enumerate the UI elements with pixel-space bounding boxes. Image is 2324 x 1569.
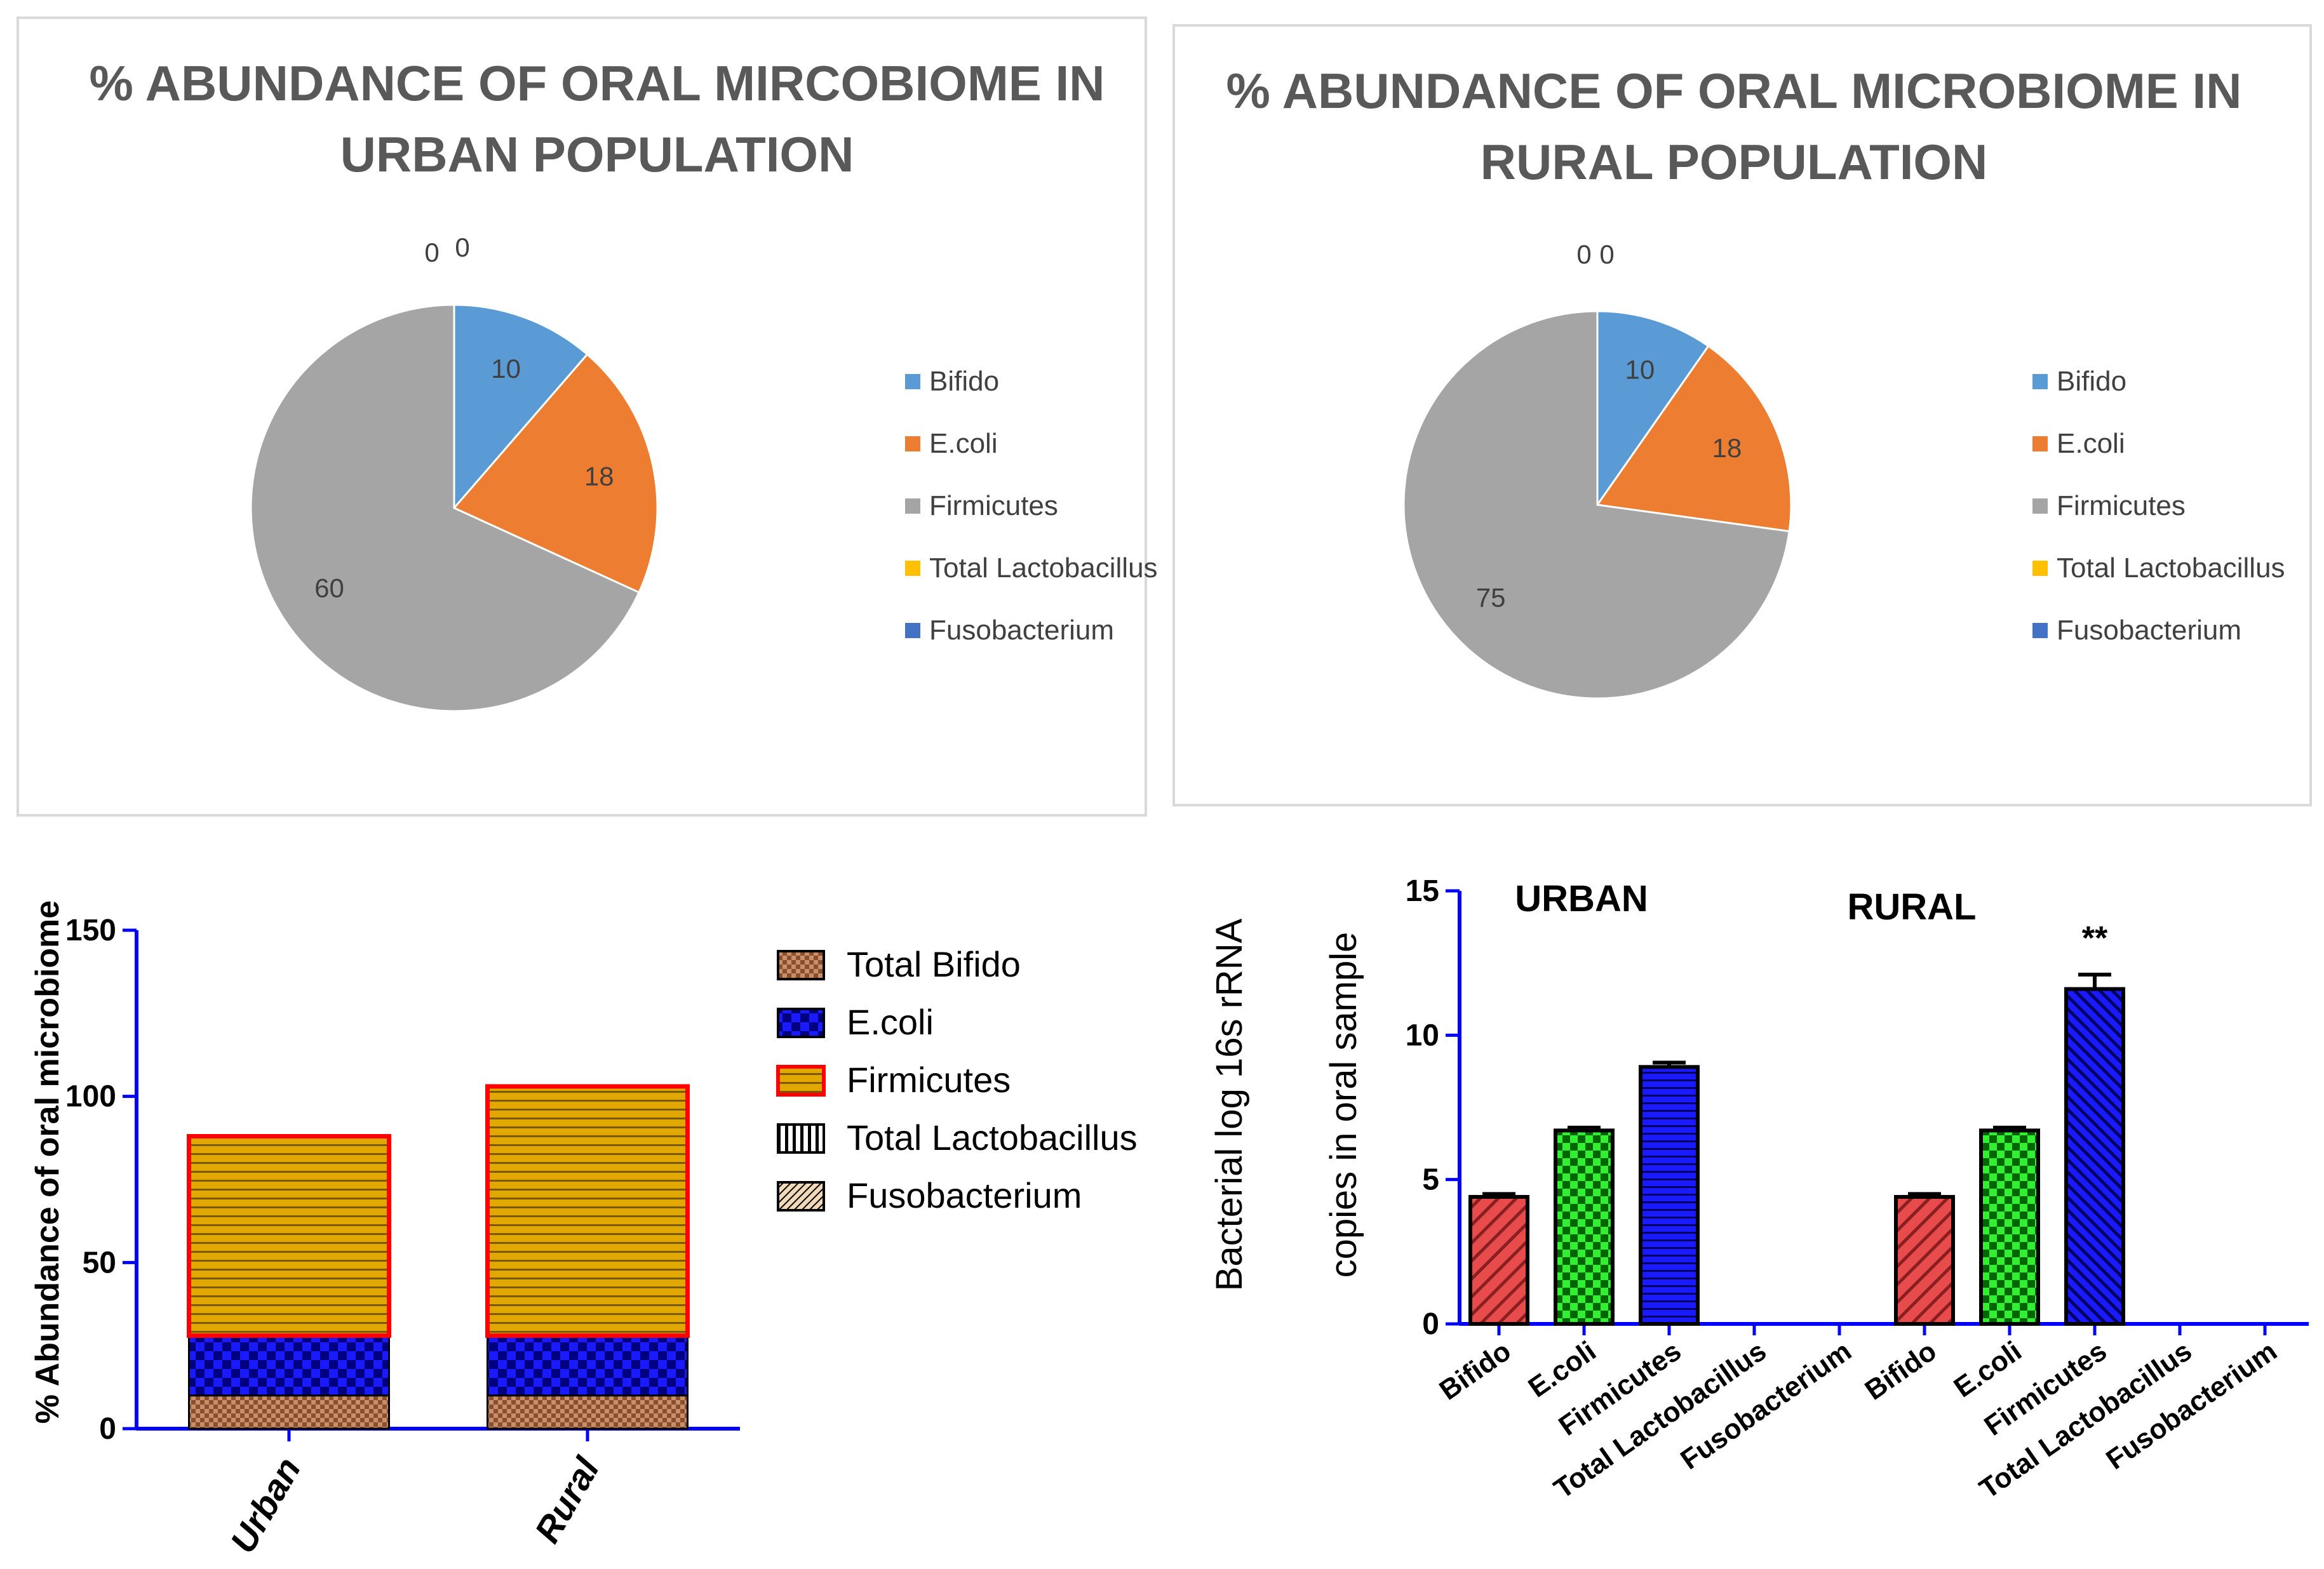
stacked-bar-segment-urban-total-bifido	[188, 1394, 390, 1430]
legend-label-firmicutes: Firmicutes	[2057, 490, 2186, 521]
stacked-bar-y-tick-label: 50	[83, 1246, 116, 1279]
qpcr-bar-panel: Bacterial log 16s rRNA copies in oral sa…	[1209, 874, 2309, 1505]
stacked-bar-panel: % Abundance of oral microbiome 0 50 100 150…	[29, 900, 1138, 1559]
pie-value-label: 18	[1712, 433, 1742, 463]
pie-slice-bifido	[453, 304, 589, 511]
qpcr-ylabel-line1: Bacterial log 16s rRNA	[1209, 918, 1250, 1291]
urban-pie-title-line1: % ABUNDANCE OF ORAL MIRCOBIOME IN	[90, 55, 1105, 111]
stacked-bar-segment-rural-e-coli	[487, 1334, 688, 1397]
stacked-bar-segment-urban-e-coli	[188, 1334, 390, 1397]
stacked-legend-swatch-fusobacterium	[777, 1181, 825, 1212]
legend-swatch-total-lactobacillus	[905, 561, 920, 576]
qpcr-ylabel-line2: copies in oral sample	[1323, 932, 1364, 1278]
pie-slice-firmicutes	[1402, 310, 1790, 700]
pie-value-label-zero: 0	[424, 237, 439, 267]
legend-label-bifido: Bifido	[2057, 366, 2126, 397]
stacked-legend-label-firmicutes: Firmicutes	[847, 1060, 1011, 1100]
stacked-bar-segment-rural-firmicutes	[485, 1084, 690, 1338]
qpcr-bar-e-coli-rural	[1979, 1128, 2040, 1326]
legend-swatch-bifido	[905, 374, 920, 389]
rural-pie-title-line1: % ABUNDANCE OF ORAL MICROBIOME IN	[1226, 63, 2242, 119]
legend-swatch-e-coli	[905, 436, 920, 451]
stacked-bar-x-label-rural: Rural	[527, 1450, 607, 1549]
stacked-legend-label-fusobacterium: Fusobacterium	[847, 1175, 1082, 1215]
qpcr-y-tick-label: 5	[1422, 1163, 1439, 1197]
urban-pie-panel: % ABUNDANCE OF ORAL MIRCOBIOME IN URBAN …	[90, 55, 1158, 712]
qpcr-y-tick-label: 10	[1406, 1018, 1439, 1052]
qpcr-y-tick-label: 0	[1422, 1307, 1439, 1341]
legend-label-e-coli: E.coli	[929, 428, 998, 459]
pie-value-label: 10	[1625, 355, 1655, 385]
legend-swatch-fusobacterium	[905, 623, 920, 638]
legend-swatch-bifido	[2032, 374, 2048, 389]
pie-slice-bifido	[1596, 310, 1710, 508]
qpcr-x-label-bifido: Bifido	[1434, 1335, 1517, 1406]
urban-pie-value-labels: 10 18 60 0 0	[314, 232, 614, 603]
pie-value-label: 60	[314, 573, 344, 603]
qpcr-bar-bifido-urban	[1468, 1194, 1529, 1326]
legend-swatch-e-coli	[2032, 436, 2048, 451]
pie-value-label: 18	[584, 461, 614, 491]
urban-pie-title-line2: URBAN POPULATION	[340, 126, 854, 182]
stacked-bar-y-tick-label: 150	[65, 914, 116, 947]
pie-value-label: 10	[491, 354, 521, 384]
qpcr-bars	[1468, 972, 2125, 1326]
urban-pie-legend: Bifido E.coli Firmicutes Total Lactobacillu…	[905, 366, 1158, 646]
pie-value-label-zero: 0	[1599, 239, 1614, 269]
stacked-bar-legend: Total Bifido E.coli Firmicutes Total Lactob…	[776, 944, 1138, 1215]
qpcr-significance-annotation: **	[2082, 920, 2108, 957]
stacked-legend-label-total-lactobacillus: Total Lactobacillus	[847, 1118, 1138, 1158]
qpcr-group-label-rural: RURAL	[1848, 886, 1977, 928]
rural-pie-slices	[1402, 310, 1792, 700]
pie-slice-e-coli	[1595, 344, 1792, 533]
qpcr-bar-e-coli-urban	[1554, 1128, 1615, 1326]
legend-swatch-firmicutes	[2032, 498, 2048, 514]
urban-pie-slices	[250, 304, 659, 712]
rural-pie-title-line2: RURAL POPULATION	[1481, 134, 1988, 190]
stacked-bar-segment-rural-total-bifido	[487, 1394, 688, 1430]
legend-label-total-lactobacillus: Total Lactobacillus	[929, 552, 1158, 584]
legend-swatch-firmicutes	[905, 498, 920, 514]
stacked-legend-swatch-firmicutes	[776, 1065, 826, 1097]
stacked-legend-label-e-coli: E.coli	[847, 1002, 934, 1042]
qpcr-x-label-bifido: Bifido	[1860, 1335, 1942, 1406]
qpcr-bar-firmicutes-rural	[2064, 987, 2125, 1326]
legend-label-bifido: Bifido	[929, 366, 999, 397]
stacked-bar-ylabel: % Abundance of oral microbiome	[29, 900, 66, 1424]
stacked-bar-x-label-urban: Urban	[222, 1451, 308, 1560]
qpcr-group-label-urban: URBAN	[1515, 878, 1648, 919]
pie-value-label: 75	[1476, 582, 1506, 612]
legend-label-total-lactobacillus: Total Lactobacillus	[2057, 552, 2285, 584]
legend-label-fusobacterium: Fusobacterium	[929, 615, 1114, 646]
stacked-legend-swatch-total-bifido	[777, 950, 825, 980]
qpcr-bar-firmicutes-urban	[1639, 1065, 1700, 1326]
stacked-legend-swatch-e-coli	[777, 1008, 825, 1038]
stacked-bar-segment-urban-firmicutes	[187, 1133, 391, 1338]
stacked-bar-bars	[187, 1084, 690, 1430]
pie-slice-e-coli	[452, 353, 659, 594]
qpcr-bar-bifido-rural	[1894, 1194, 1955, 1326]
stacked-legend-label-total-bifido: Total Bifido	[847, 944, 1021, 984]
legend-label-e-coli: E.coli	[2057, 428, 2125, 459]
legend-swatch-fusobacterium	[2032, 623, 2048, 638]
stacked-bar-y-tick-label: 0	[99, 1412, 116, 1446]
pie-value-label-zero: 0	[1576, 239, 1591, 269]
rural-pie-panel: % ABUNDANCE OF ORAL MICROBIOME IN RURAL …	[1226, 63, 2285, 700]
stacked-legend-swatch-total-lactobacillus	[777, 1123, 825, 1154]
legend-swatch-total-lactobacillus	[2032, 561, 2048, 576]
pie-value-label-zero: 0	[455, 232, 469, 262]
stacked-bar-y-tick-label: 100	[65, 1080, 116, 1114]
pie-slice-firmicutes	[250, 304, 641, 712]
rural-pie-value-labels: 10 18 75 0 0	[1476, 239, 1742, 612]
legend-label-fusobacterium: Fusobacterium	[2057, 615, 2241, 646]
qpcr-y-tick-label: 15	[1406, 874, 1439, 908]
legend-label-firmicutes: Firmicutes	[929, 490, 1058, 521]
rural-pie-legend: Bifido E.coli Firmicutes Total Lactobacillu…	[2032, 366, 2285, 646]
